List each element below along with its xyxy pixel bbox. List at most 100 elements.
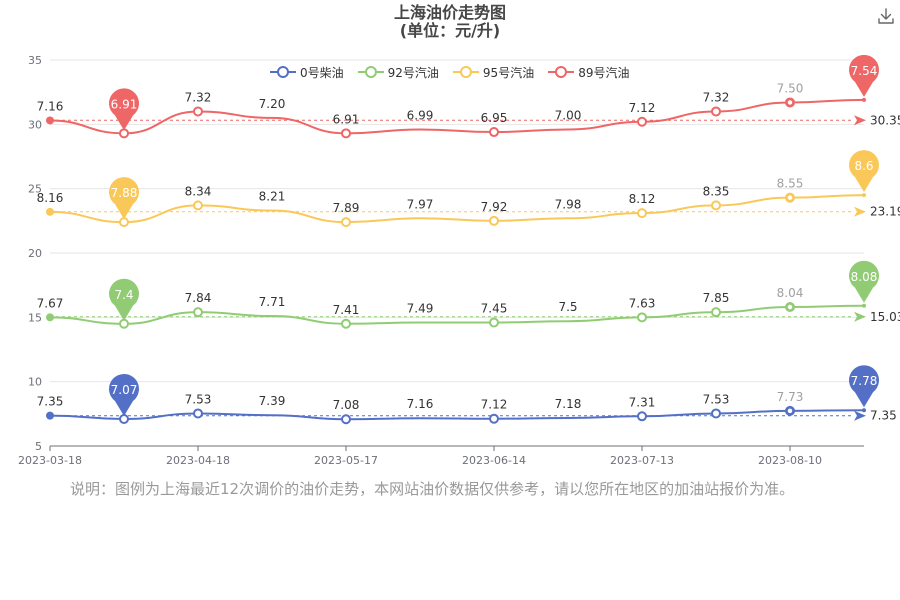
marker-pin-label: 7.07 [111,383,138,397]
data-point [786,303,794,311]
legend-item[interactable]: 95号汽油 [452,64,535,81]
legend-label: 89号汽油 [578,65,630,80]
data-point [193,106,203,117]
data-point [341,414,351,425]
chart-note: 说明：图例为上海最近12次调价的油价走势，本网站油价数据仅供参考，请以您所在地区… [70,480,795,498]
data-label: 7.45 [481,301,508,315]
data-label: 7.20 [259,97,286,111]
marker-pin-label: 7.78 [851,374,878,388]
data-label: 7.12 [481,398,508,412]
min-marker-pin: 7.07 [109,373,139,416]
min-marker-pin: 6.91 [108,88,139,131]
data-point [786,407,794,415]
data-point [637,208,647,219]
data-label: 7.67 [37,296,64,310]
data-label: 7.16 [407,397,434,411]
download-icon[interactable] [876,6,896,26]
legend-marker-icon [270,66,296,78]
data-point [119,413,129,424]
data-label: 7.5 [558,300,577,314]
max-marker-pin: 7.78 [849,365,880,408]
marker-pin-label: 7.54 [851,64,878,78]
chart-title-line1: 上海油价走势图 [393,3,506,22]
data-label: 7.08 [333,398,360,412]
marker-pin-label: 8.6 [854,159,873,173]
data-point [711,307,721,318]
data-point [119,128,129,139]
data-label: 8.35 [703,184,730,198]
x-tick-label: 2023-05-17 [314,454,378,467]
average-arrow [854,206,866,217]
x-tick-label: 2023-06-14 [462,454,526,467]
marker-pin-shape [849,365,880,408]
max-marker-pin: 8.6 [849,150,879,193]
data-point [46,411,54,420]
marker-pin-label: 7.88 [111,186,138,200]
series-line [49,304,865,325]
marker-pin-shape [109,373,139,416]
data-label: 7.00 [555,108,582,122]
average-arrow [854,311,866,322]
legend-marker-icon [452,66,479,78]
data-point [193,200,203,211]
marker-pin-shape [108,88,139,131]
data-point [341,128,351,139]
marker-pin-shape [109,278,139,321]
legend-item[interactable]: 0号柴油 [270,64,344,81]
chart-legend: 0号柴油 92号汽油 95号汽油 89号汽油 [270,64,629,80]
data-label: 8.34 [185,184,212,198]
x-tick-label: 2023-07-13 [610,454,674,467]
x-tick-label: 2023-03-18 [18,454,82,467]
data-point [862,97,866,102]
data-point [193,307,203,318]
data-point [711,106,721,117]
data-label: 7.16 [37,99,64,113]
legend-label: 95号汽油 [482,65,535,80]
legend-item[interactable]: 92号汽油 [357,64,439,81]
data-label: 7.84 [185,291,212,305]
data-label: 7.32 [185,90,212,104]
data-point [46,313,54,322]
data-label: 8.16 [37,191,64,205]
data-label: 8.04 [777,286,804,300]
data-point [489,215,499,226]
average-arrow [854,410,866,421]
y-tick-label: 5 [35,440,42,453]
legend-item[interactable]: 89号汽油 [548,64,629,81]
series-line [49,98,865,135]
data-point [119,318,129,329]
y-tick-label: 30 [28,118,42,131]
data-label: 7.50 [777,81,804,95]
data-label: 7.39 [259,394,286,408]
data-label: 7.53 [185,392,212,406]
y-tick-label: 15 [28,311,42,324]
marker-pin-label: 7.4 [114,288,133,302]
data-label: 6.99 [407,108,434,122]
data-point [786,193,794,202]
data-label: 7.92 [481,200,508,214]
data-point [862,193,866,198]
data-label: 7.35 [37,395,64,409]
x-tick-label: 2023-08-10 [758,454,822,467]
marker-pin-shape [849,54,880,97]
data-point [711,200,721,211]
data-label: 7.85 [703,291,730,305]
data-point [193,408,203,419]
data-label: 8.12 [629,192,656,206]
series-line [49,194,865,224]
data-point [637,116,647,127]
legend-marker-icon [548,66,575,78]
legend-label: 0号柴油 [300,65,344,80]
data-label: 8.21 [259,190,286,204]
series-line [49,409,865,421]
legend-label: 92号汽油 [387,65,439,80]
data-label: 7.71 [259,295,286,309]
data-point [119,217,129,228]
data-point [46,207,54,216]
data-point [489,317,499,328]
data-label: 7.41 [333,303,360,317]
data-point [862,303,866,308]
average-label: 15.03 [870,310,900,324]
y-tick-label: 20 [28,247,42,260]
data-label: 7.97 [407,197,434,211]
